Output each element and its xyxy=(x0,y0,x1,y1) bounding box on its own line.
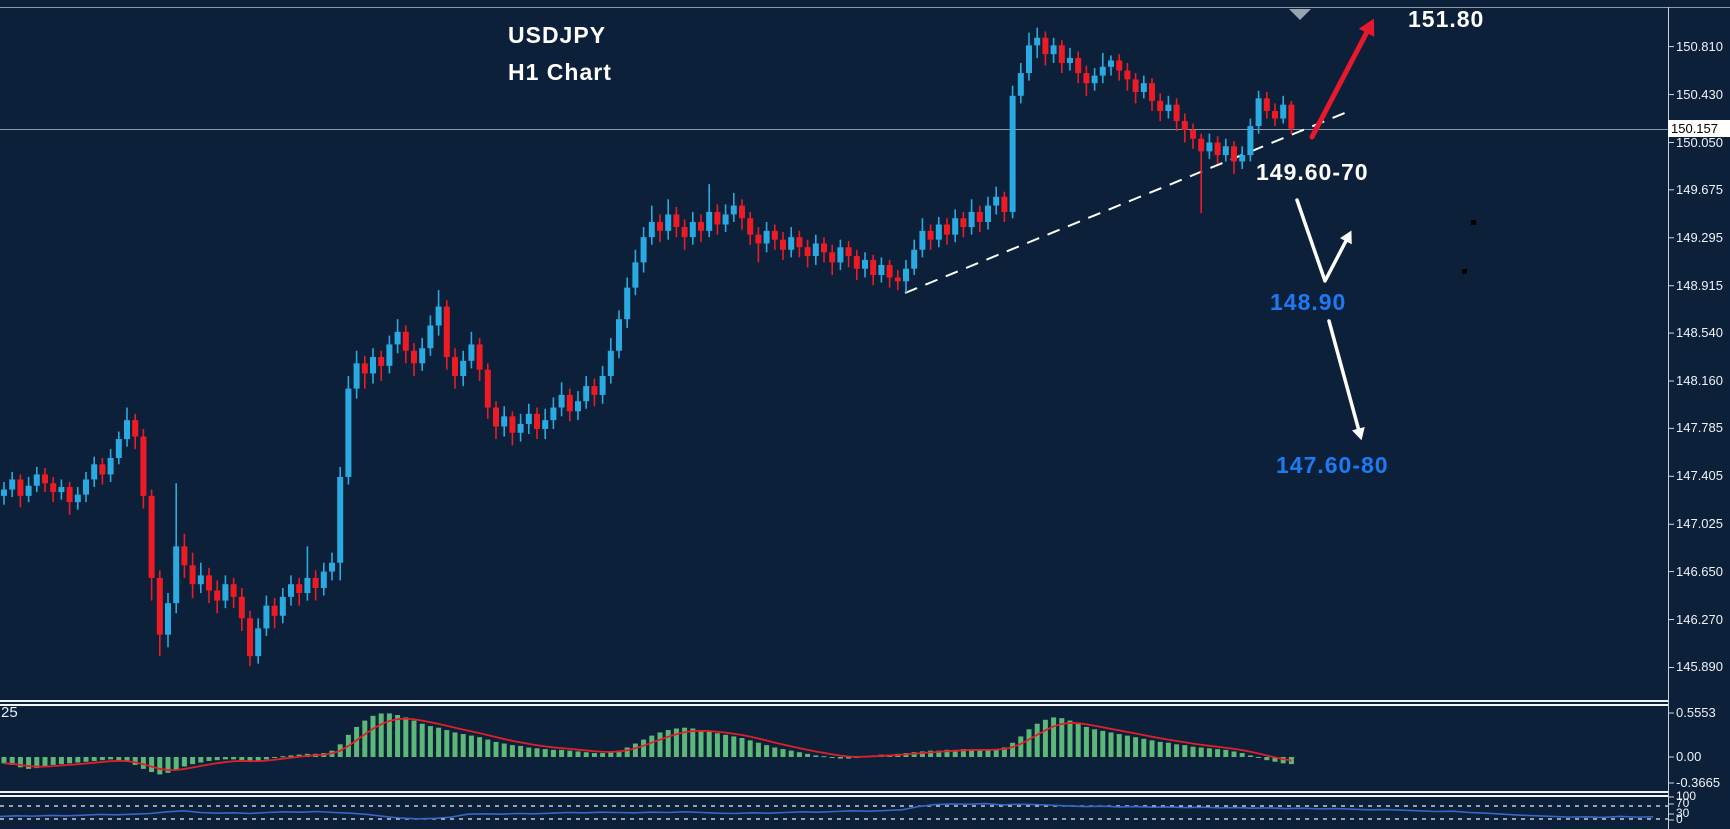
price-axis-label: 147.025 xyxy=(1676,516,1723,532)
price-axis-label: 148.160 xyxy=(1676,373,1723,389)
indicator-left-label: 25 xyxy=(1,704,18,721)
current-price-line xyxy=(0,129,1668,130)
price-axis-label: 147.405 xyxy=(1676,468,1723,484)
panel-separator[interactable] xyxy=(0,700,1668,702)
price-axis-label: 150.810 xyxy=(1676,38,1723,54)
price-axis-label: 146.270 xyxy=(1676,611,1723,627)
panel-separator[interactable] xyxy=(0,795,1668,797)
top-border xyxy=(0,7,1730,8)
timeframe-title: H1 Chart xyxy=(508,59,612,85)
price-axis-label: 146.650 xyxy=(1676,563,1723,579)
price-axis-label: 150.050 xyxy=(1676,134,1723,150)
annotation-target-up: 151.80 xyxy=(1408,6,1485,32)
price-axis-label: 148.915 xyxy=(1676,277,1723,293)
current-price-tag[interactable]: 150.157 xyxy=(1668,120,1730,137)
price-axis-label: 150.430 xyxy=(1676,86,1723,102)
symbol-title: USDJPY xyxy=(508,22,607,48)
price-axis-label: 149.295 xyxy=(1676,229,1723,245)
annotation-support-2: 147.60-80 xyxy=(1276,452,1389,478)
oscillator-axis-label: 30 xyxy=(1676,806,1690,820)
annotation-support-1: 148.90 xyxy=(1270,289,1347,315)
price-axis-label: 145.890 xyxy=(1676,659,1723,675)
price-axis-label: 148.540 xyxy=(1676,325,1723,341)
oscillator-axis-label: 0 xyxy=(1676,812,1683,826)
panel-separator[interactable] xyxy=(0,704,1668,706)
panel-separator[interactable] xyxy=(0,791,1668,793)
price-axis-label: 147.785 xyxy=(1676,420,1723,436)
osma-axis-label: 0.00 xyxy=(1676,749,1702,764)
oscillator-axis-label: 70 xyxy=(1676,796,1690,810)
oscillator-axis-label: 100 xyxy=(1676,789,1697,803)
osma-axis-label: -0.3665 xyxy=(1676,775,1721,790)
axis-divider xyxy=(1668,7,1669,829)
osma-axis-label: 0.5553 xyxy=(1676,705,1716,720)
annotation-broken-support: 149.60-70 xyxy=(1256,159,1369,185)
price-axis-label: 149.675 xyxy=(1676,181,1723,197)
